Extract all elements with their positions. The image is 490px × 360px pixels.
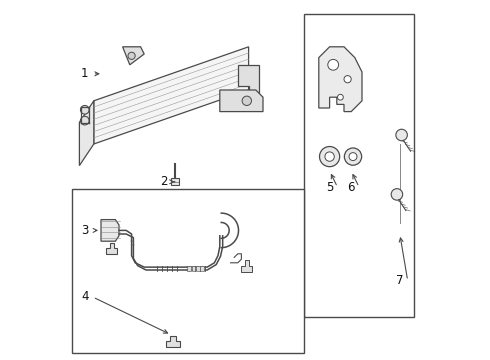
Polygon shape	[196, 266, 199, 271]
Text: 1: 1	[81, 67, 89, 80]
Text: 6: 6	[347, 181, 355, 194]
Text: 2: 2	[160, 175, 168, 188]
Polygon shape	[192, 266, 196, 271]
Circle shape	[328, 59, 339, 70]
Circle shape	[391, 189, 403, 200]
Polygon shape	[101, 220, 119, 241]
Bar	[72, 189, 304, 353]
Circle shape	[242, 96, 251, 105]
Polygon shape	[122, 47, 144, 65]
Text: 3: 3	[81, 224, 89, 237]
Polygon shape	[242, 260, 252, 272]
Polygon shape	[319, 47, 362, 112]
Circle shape	[128, 52, 135, 59]
Circle shape	[319, 147, 340, 167]
Polygon shape	[166, 336, 180, 347]
Text: 7: 7	[396, 274, 404, 287]
Text: 5: 5	[326, 181, 333, 194]
Circle shape	[338, 94, 343, 100]
Circle shape	[80, 116, 89, 125]
Circle shape	[344, 148, 362, 165]
Polygon shape	[220, 90, 263, 112]
Polygon shape	[106, 243, 117, 254]
Polygon shape	[79, 101, 94, 166]
Bar	[171, 178, 179, 185]
Bar	[304, 14, 414, 317]
Polygon shape	[200, 266, 204, 271]
Text: 4: 4	[81, 291, 89, 303]
Circle shape	[80, 105, 89, 114]
Circle shape	[325, 152, 334, 161]
Circle shape	[349, 153, 357, 161]
Circle shape	[396, 129, 407, 141]
Polygon shape	[187, 266, 191, 271]
Polygon shape	[238, 65, 259, 94]
Circle shape	[344, 76, 351, 83]
Polygon shape	[94, 47, 248, 144]
